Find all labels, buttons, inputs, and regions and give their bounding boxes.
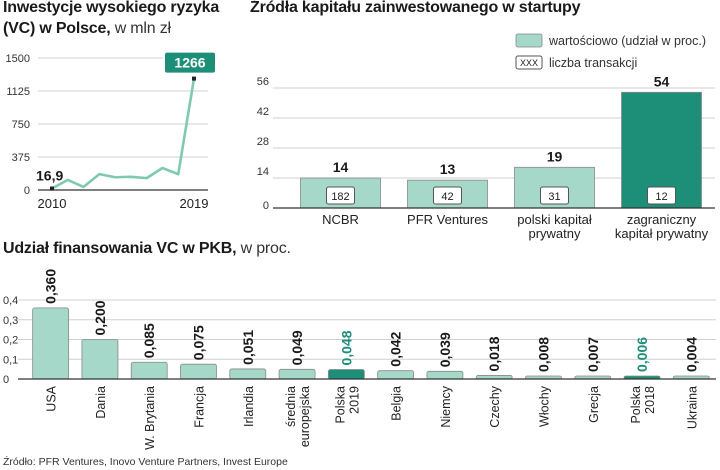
capital-sources-bar-chart: wartościowo (udział w proc.) XXX liczba tr… [257, 33, 715, 241]
category-label: europejska [298, 386, 312, 447]
category-label: NCBR [322, 212, 359, 227]
x-tick-label: 2019 [180, 196, 209, 211]
category-label: średnia [284, 386, 298, 427]
y-tick-label: 0,2 [3, 335, 18, 347]
chart1-subtitle: w mln zł [114, 20, 171, 37]
category-label: W. Brytania [143, 386, 157, 450]
bar-value-label: 54 [654, 73, 670, 89]
bar-value-label: 0,008 [536, 337, 552, 372]
data-point [50, 186, 54, 191]
bar-value-label: 13 [440, 161, 456, 177]
y-tick-label: 0 [263, 200, 269, 212]
y-tick-label: 1500 [6, 53, 30, 65]
vc-gdp-share-bar-chart: 0 0,1 0,2 0,3 0,4 0,360 USA 0,200 Dania 0,085 W. B… [3, 269, 716, 450]
legend-value-label: wartościowo (udział w proc.) [548, 34, 706, 48]
transaction-count-label: 12 [655, 191, 667, 203]
source-note: Źródło: PFR Ventures, Inovo Venture Part… [3, 456, 288, 468]
chart3-title: Udział finansowania VC w PKB, w proc. [3, 238, 291, 259]
chart1-title-line1: Inwestycje wysokiego ryzyka [3, 0, 220, 16]
bar [229, 368, 267, 380]
category-label: 2018 [643, 386, 657, 414]
x-tick-label: 2010 [38, 196, 67, 211]
y-tick-label: 0 [24, 185, 30, 197]
bar-value-label: 0,075 [191, 325, 207, 360]
bar-value-label: 0,006 [634, 337, 650, 372]
y-tick-label: 56 [257, 76, 269, 88]
chart1-title: Inwestycje wysokiego ryzyka (VC) w Polsc… [3, 0, 219, 39]
category-label: Niemcy [439, 385, 453, 427]
bar-value-label: 0,039 [437, 332, 453, 367]
y-tick-label: 14 [257, 166, 269, 178]
y-tick-label: 42 [257, 106, 269, 118]
category-label: Dania [94, 386, 108, 419]
category-label: Irlandia [242, 386, 256, 427]
category-label: 2019 [347, 386, 361, 414]
end-value-badge [163, 50, 217, 75]
chart3-title-bold: Udział finansowania VC w PKB, [3, 240, 237, 257]
bar-value-label: 0,085 [141, 323, 157, 358]
vc-investment-line-chart: 0 375 750 1125 1500 16,9 1266 2010 2019 [6, 50, 217, 211]
bar [130, 361, 168, 380]
y-tick-label: 0,4 [3, 295, 18, 307]
data-point [192, 76, 196, 81]
category-label: Polska [629, 386, 643, 424]
transaction-count-box [540, 186, 569, 205]
category-label: zagraniczny [627, 212, 697, 227]
bar-value-label: 0,051 [240, 330, 256, 365]
y-tick-label: 28 [257, 136, 269, 148]
chart1-title-bold: (VC) w Polsce, [3, 20, 111, 37]
category-label: Francja [193, 386, 207, 428]
bar-value-label: 0,018 [486, 336, 502, 371]
category-label: PFR Ventures [407, 212, 488, 227]
category-label: Grecja [587, 386, 601, 423]
category-label: Ukraina [685, 386, 699, 429]
chart3-subtitle: w proc. [240, 240, 291, 257]
category-label: Belgia [390, 386, 404, 421]
bar [278, 368, 316, 380]
transaction-count-label: 42 [441, 191, 453, 203]
category-label: polski kapitał [517, 212, 592, 227]
legend-count-label: liczba transakcji [549, 56, 637, 70]
transaction-count-box [433, 186, 462, 205]
bar-value-label: 0,004 [683, 337, 699, 372]
bar [426, 370, 464, 380]
bar [81, 339, 119, 380]
category-label: Czechy [488, 385, 502, 427]
legend-count-box [515, 55, 543, 70]
y-tick-label: 0,3 [3, 315, 18, 327]
bar-value-label: 0,048 [338, 330, 354, 365]
bar [377, 370, 415, 380]
transaction-count-box [326, 186, 355, 205]
category-label: USA [45, 385, 59, 411]
y-tick-label: 750 [12, 119, 30, 131]
y-tick-label: 1125 [6, 86, 30, 98]
legend-count-box-text: XXX [520, 58, 538, 68]
end-value-label: 1266 [174, 55, 205, 71]
series-line [51, 78, 196, 190]
chart2-title: Źródła kapitału zainwestowanego w startu… [250, 0, 581, 16]
bar-value-label: 14 [333, 159, 349, 175]
chart1-title-line2: (VC) w Polsce, w mln zł [3, 18, 219, 39]
bar-value-label: 0,049 [289, 330, 305, 365]
category-label: Włochy [538, 385, 552, 427]
y-tick-label: 0 [3, 374, 9, 386]
bar [32, 307, 70, 380]
bar-value-label: 0,200 [92, 300, 108, 335]
transaction-count-label: 182 [331, 191, 349, 203]
bar-value-label: 0,042 [388, 331, 404, 366]
start-value-label: 16,9 [36, 168, 63, 184]
transaction-count-box [647, 186, 676, 205]
bar-value-label: 19 [547, 148, 563, 164]
bar-value-label: 0,007 [585, 337, 601, 372]
bar [327, 369, 365, 380]
category-label: Polska [333, 386, 347, 424]
category-label: kapitał prywatny [615, 226, 709, 241]
y-tick-label: 375 [12, 152, 30, 164]
legend-swatch [515, 33, 543, 48]
transaction-count-label: 31 [548, 191, 560, 203]
bar-value-label: 0,360 [43, 269, 59, 304]
bar [180, 363, 217, 380]
category-label: prywatny [528, 226, 581, 241]
y-tick-label: 0,1 [3, 354, 18, 366]
